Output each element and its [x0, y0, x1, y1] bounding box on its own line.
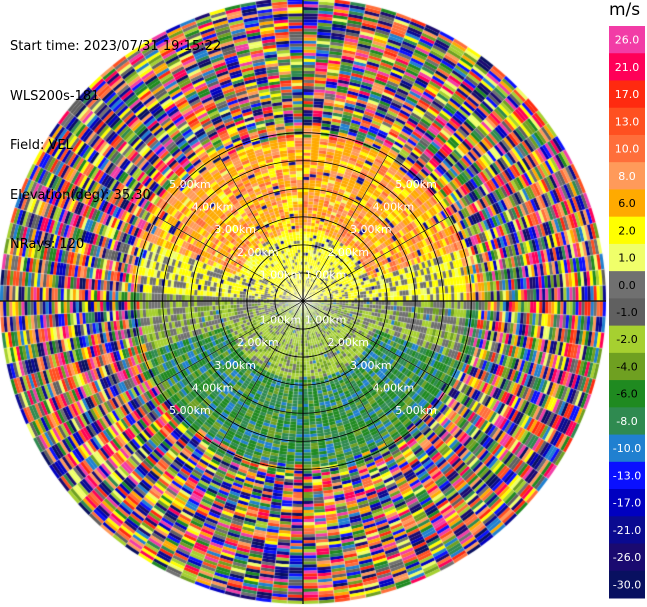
colorbar-tick-17: -17.0: [613, 497, 641, 510]
colorbar-tick-16: -13.0: [613, 469, 641, 482]
range-label-2-1: 3.00km: [350, 223, 392, 236]
colorbar-tick-18: -21.0: [613, 524, 641, 537]
range-label-0-0: 1.00km: [260, 268, 302, 281]
elevation-text: Elevation(deg): 35.30: [10, 187, 151, 203]
colorbar-swatch-14: [609, 407, 645, 436]
azimuth-spokes: [0, 0, 606, 604]
range-label-3-0: 4.00km: [192, 201, 234, 214]
colorbar-swatch-5: [609, 162, 645, 190]
spoke-150: [302, 300, 388, 447]
range-label-4-1: 5.00km: [395, 178, 437, 191]
colorbar-swatch-7: [609, 216, 645, 245]
spoke-210: [218, 300, 304, 447]
colorbar-tick-6: 6.0: [618, 197, 636, 210]
plot-metadata: Start time: 2023/07/31 19:15:22 WLS200s-…: [10, 6, 221, 270]
colorbar-swatch-1: [609, 53, 645, 81]
colorbar-tick-19: -26.0: [613, 551, 641, 564]
range-label-0-3: 1.00km: [260, 314, 302, 327]
colorbar-tick-14: -8.0: [616, 415, 637, 428]
colorbar-swatch-17: [609, 489, 645, 517]
colorbar-swatch-8: [609, 243, 645, 272]
range-label-1-0: 2.00km: [237, 246, 279, 259]
range-label-1-2: 2.00km: [327, 336, 369, 349]
spoke-60: [302, 216, 449, 302]
spoke-300: [157, 216, 304, 302]
colorbar-swatch-2: [609, 80, 645, 109]
colorbar-tick-13: -6.0: [616, 388, 637, 401]
range-label-2-2: 3.00km: [350, 359, 392, 372]
colorbar-swatch-19: [609, 543, 645, 572]
range-label-0-2: 1.00km: [305, 314, 347, 327]
colorbar-tick-10: -1.0: [616, 306, 637, 319]
spoke-30: [302, 155, 388, 302]
colorbar-swatch-12: [609, 352, 645, 381]
range-label-0-1: 1.00km: [305, 268, 347, 281]
colorbar-swatch-9: [609, 271, 645, 299]
colorbar-tick-3: 13.0: [615, 115, 640, 128]
colorbar-tick-2: 17.0: [615, 88, 640, 101]
colorbar-swatch-0: [609, 26, 645, 54]
range-label-3-3: 4.00km: [192, 381, 234, 394]
colorbar-tick-12: -4.0: [616, 360, 637, 373]
spoke-240: [157, 300, 304, 386]
colorbar-tick-9: 0.0: [618, 279, 636, 292]
nrays-text: NRays: 120: [10, 237, 85, 252]
instrument-text: WLS200s-181: [10, 88, 100, 104]
colorbar-tick-5: 8.0: [618, 170, 636, 183]
colorbar-swatch-20: [609, 570, 645, 599]
start-time-text: Start time: 2023/07/31 19:15:22: [10, 39, 222, 54]
range-label-4-0: 5.00km: [169, 178, 211, 191]
spoke-330: [218, 155, 304, 302]
range-label-3-1: 4.00km: [373, 201, 415, 214]
range-label-3-2: 4.00km: [373, 381, 415, 394]
colorbar-tick-1: 21.0: [615, 61, 640, 74]
range-label-2-3: 3.00km: [214, 359, 256, 372]
colorbar-swatch-11: [609, 325, 645, 354]
colorbar-swatch-4: [609, 134, 645, 163]
colorbar-swatch-6: [609, 189, 645, 218]
colorbar-tick-4: 10.0: [615, 143, 640, 156]
spoke-120: [302, 300, 449, 386]
range-label-2-0: 3.00km: [214, 223, 256, 236]
colorbar-tick-11: -2.0: [616, 333, 637, 346]
colorbar-swatch-13: [609, 380, 645, 408]
colorbar: 26.0 21.0 17.0 13.0 10.0 8.0 6.0 2.0 1.0 0.0 -1.0 -…: [609, 26, 645, 599]
colorbar-tick-7: 2.0: [618, 224, 636, 237]
range-label-1-3: 2.00km: [237, 336, 279, 349]
colorbar-tick-15: -10.0: [613, 442, 641, 455]
colorbar-tick-8: 1.0: [618, 252, 636, 265]
colorbar-swatch-3: [609, 107, 645, 136]
colorbar-tick-20: -30.0: [613, 578, 641, 591]
colorbar-tick-0: 26.0: [615, 34, 640, 47]
range-label-1-1: 2.00km: [327, 246, 369, 259]
colorbar-unit: m/s: [609, 0, 641, 20]
colorbar-swatch-16: [609, 461, 645, 490]
field-text: Field: VEL: [10, 138, 73, 153]
colorbar-swatch-15: [609, 434, 645, 463]
colorbar-swatch-10: [609, 298, 645, 327]
range-label-4-2: 5.00km: [395, 404, 437, 417]
colorbar-swatch-18: [609, 516, 645, 545]
range-label-4-3: 5.00km: [169, 404, 211, 417]
